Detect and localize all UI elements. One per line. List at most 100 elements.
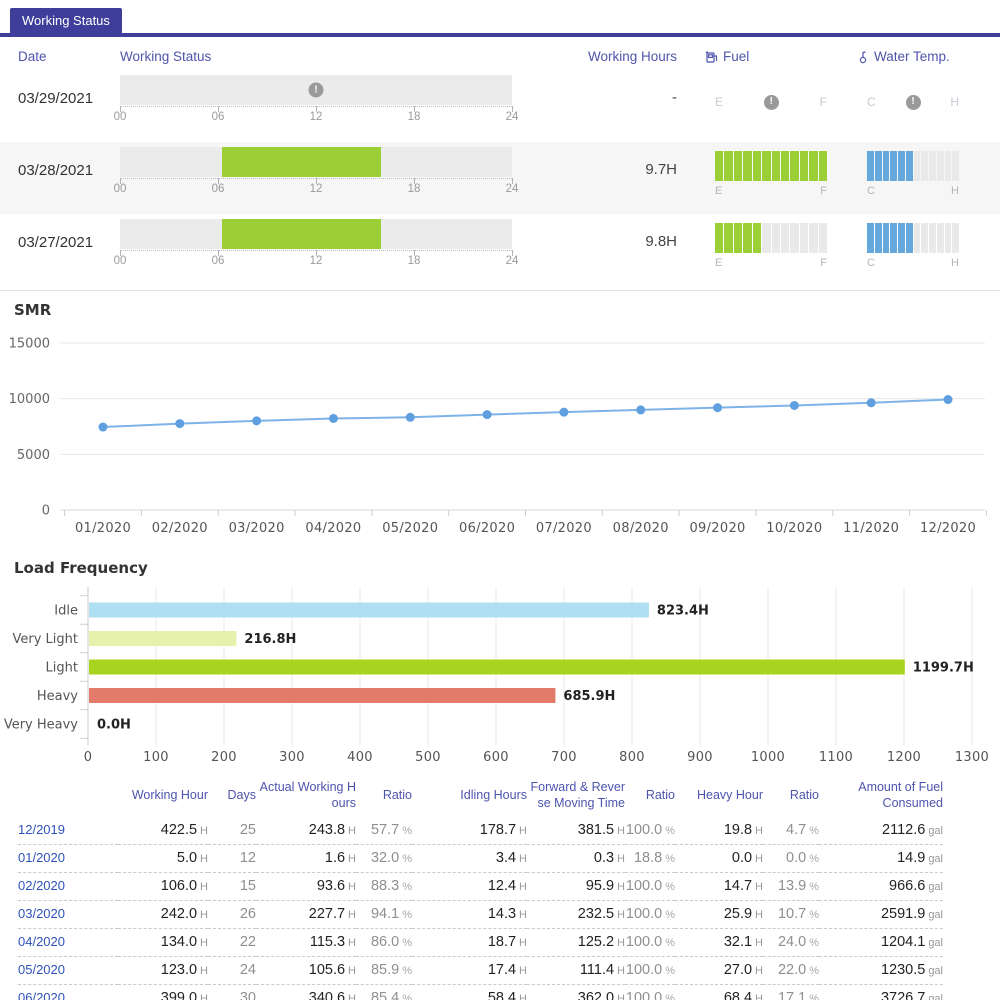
fuel-cell: 14.9 gal <box>819 844 943 874</box>
svg-text:100: 100 <box>143 750 169 765</box>
monthly-summary-section: Working Hour Days Actual Working Hours Rati… <box>0 778 1000 1000</box>
month-cell: 01/2020 <box>18 844 118 874</box>
column-header-month <box>18 778 118 817</box>
smr-chart-section: SMR 0 5000 10000 15000 01/2020 02/2020 03/2020… <box>0 290 1000 549</box>
month-link[interactable]: 12/2019 <box>18 822 65 838</box>
no-data-alert-icon: ! <box>763 94 779 110</box>
working-status-timeline: 00 06 12 18 24 <box>114 147 518 199</box>
ratio1-cell: 88.3% <box>356 872 412 902</box>
working-hours-value: - <box>672 89 677 106</box>
working-hours-value: 9.7H <box>645 161 677 178</box>
ratio3-cell: 17.1% <box>763 984 819 1000</box>
svg-text:04/2020: 04/2020 <box>305 521 361 536</box>
month-link[interactable]: 03/2020 <box>18 906 65 922</box>
timeline-bar: ! <box>120 75 512 105</box>
tab-underline <box>0 33 1000 37</box>
tab-working-status[interactable]: Working Status <box>10 8 122 33</box>
table-row: 03/2020 242.0 H 26 227.7 H 94.1% 14.3 H 232.5 H 100… <box>18 900 943 930</box>
ratio2-cell: 100.0% <box>625 817 675 846</box>
idling_hours-cell: 14.3 H <box>412 900 527 930</box>
svg-text:500: 500 <box>415 750 441 765</box>
fuel-icon <box>705 50 719 64</box>
idling_hours-cell: 17.4 H <box>412 956 527 986</box>
svg-text:02/2020: 02/2020 <box>152 521 208 536</box>
days-cell: 24 <box>208 956 256 986</box>
working-status-timeline: 00 06 12 18 24 <box>114 219 518 271</box>
days-cell: 30 <box>208 984 256 1000</box>
timeline-ruler: 00 06 12 18 24 <box>114 250 518 271</box>
column-header-working_hour: Working Hour <box>131 787 208 802</box>
ratio2-cell: 100.0% <box>625 984 675 1000</box>
monthly-summary-table: Working Hour Days Actual Working Hours Rati… <box>18 778 943 1000</box>
svg-text:216.8H: 216.8H <box>244 632 296 647</box>
idling_hours-cell: 3.4 H <box>412 844 527 874</box>
svg-text:Light: Light <box>46 661 78 676</box>
working-hours-value: 9.8H <box>645 233 677 250</box>
svg-text:685.9H: 685.9H <box>563 689 615 704</box>
table-row: 06/2020 399.0 H 30 340.6 H 85.4% 58.4 H 362.0 H 100… <box>18 984 943 1000</box>
days-cell: 25 <box>208 817 256 846</box>
month-cell: 04/2020 <box>18 928 118 958</box>
column-header-heavy_hour: Heavy Hour <box>697 787 763 802</box>
column-header-ratio2: Ratio <box>645 787 675 802</box>
water-temp-header-label: Water Temp. <box>874 49 950 64</box>
svg-text:11/2020: 11/2020 <box>843 521 899 536</box>
ratio3-cell: 0.0% <box>763 844 819 874</box>
svg-text:900: 900 <box>687 750 713 765</box>
load-frequency-chart-title: Load Frequency <box>14 559 148 577</box>
days-cell: 15 <box>208 872 256 902</box>
date-label: 03/29/2021 <box>18 90 94 107</box>
actual_working_hours-cell: 1.6 H <box>256 844 356 874</box>
month-cell: 03/2020 <box>18 900 118 930</box>
fwd_rev-cell: 95.9 H <box>527 872 625 902</box>
column-header-ratio3: Ratio <box>789 787 819 802</box>
svg-text:07/2020: 07/2020 <box>536 521 592 536</box>
fwd_rev-cell: 232.5 H <box>527 900 625 930</box>
status-table-header: Date Working Status Working Hours Fuel <box>0 49 1000 70</box>
month-link[interactable]: 06/2020 <box>18 990 65 1000</box>
water-temp-icon <box>856 50 870 64</box>
idling_hours-cell: 12.4 H <box>412 872 527 902</box>
column-header-fwd_rev: Forward & Reverse Moving Time <box>530 780 625 810</box>
svg-text:300: 300 <box>279 750 305 765</box>
month-link[interactable]: 01/2020 <box>18 850 65 866</box>
fuel-header-label: Fuel <box>723 49 750 64</box>
load-frequency-bar-chart: 0 100 200 300 400 500 600 700 800 900 1000 1100 1200… <box>4 587 989 765</box>
svg-text:06/2020: 06/2020 <box>459 521 515 536</box>
ratio1-cell: 32.0% <box>356 844 412 874</box>
actual_working_hours-cell: 227.7 H <box>256 900 356 930</box>
month-cell: 02/2020 <box>18 872 118 902</box>
table-header-row: Working Hour Days Actual Working Hours Rati… <box>18 778 943 817</box>
ratio1-cell: 86.0% <box>356 928 412 958</box>
working_hour-cell: 123.0 H <box>118 956 208 986</box>
month-link[interactable]: 05/2020 <box>18 962 65 978</box>
svg-text:01/2020: 01/2020 <box>75 521 131 536</box>
svg-text:1199.7H: 1199.7H <box>913 661 974 676</box>
fuel-cell: 3726.7 gal <box>819 984 943 1000</box>
working-hours-column-header: Working Hours <box>587 49 677 64</box>
actual_working_hours-cell: 115.3 H <box>256 928 356 958</box>
fwd_rev-cell: 362.0 H <box>527 984 625 1000</box>
working_hour-cell: 134.0 H <box>118 928 208 958</box>
status-row: 03/27/2021 00 06 12 18 24 9.8H E F C H <box>0 214 1000 286</box>
svg-text:1000: 1000 <box>751 750 785 765</box>
idling_hours-cell: 178.7 H <box>412 817 527 846</box>
svg-text:Idle: Idle <box>54 604 78 619</box>
actual_working_hours-cell: 93.6 H <box>256 872 356 902</box>
fwd_rev-cell: 0.3 H <box>527 844 625 874</box>
status-row: 03/29/2021! 00 06 12 18 24 - E! F C! H <box>0 70 1000 142</box>
svg-text:1100: 1100 <box>819 750 853 765</box>
month-link[interactable]: 04/2020 <box>18 934 65 950</box>
timeline-ruler: 00 06 12 18 24 <box>114 178 518 199</box>
idling_hours-cell: 18.7 H <box>412 928 527 958</box>
smr-chart-title: SMR <box>14 301 52 319</box>
column-header-fuel: Amount of Fuel Consumed <box>858 780 943 810</box>
load-frequency-section: Load Frequency 0 100 200 300 400 500 600 700 800… <box>0 559 1000 772</box>
svg-text:823.4H: 823.4H <box>657 604 709 619</box>
fuel-cell: 1204.1 gal <box>819 928 943 958</box>
ratio1-cell: 57.7% <box>356 817 412 846</box>
month-link[interactable]: 02/2020 <box>18 878 65 894</box>
